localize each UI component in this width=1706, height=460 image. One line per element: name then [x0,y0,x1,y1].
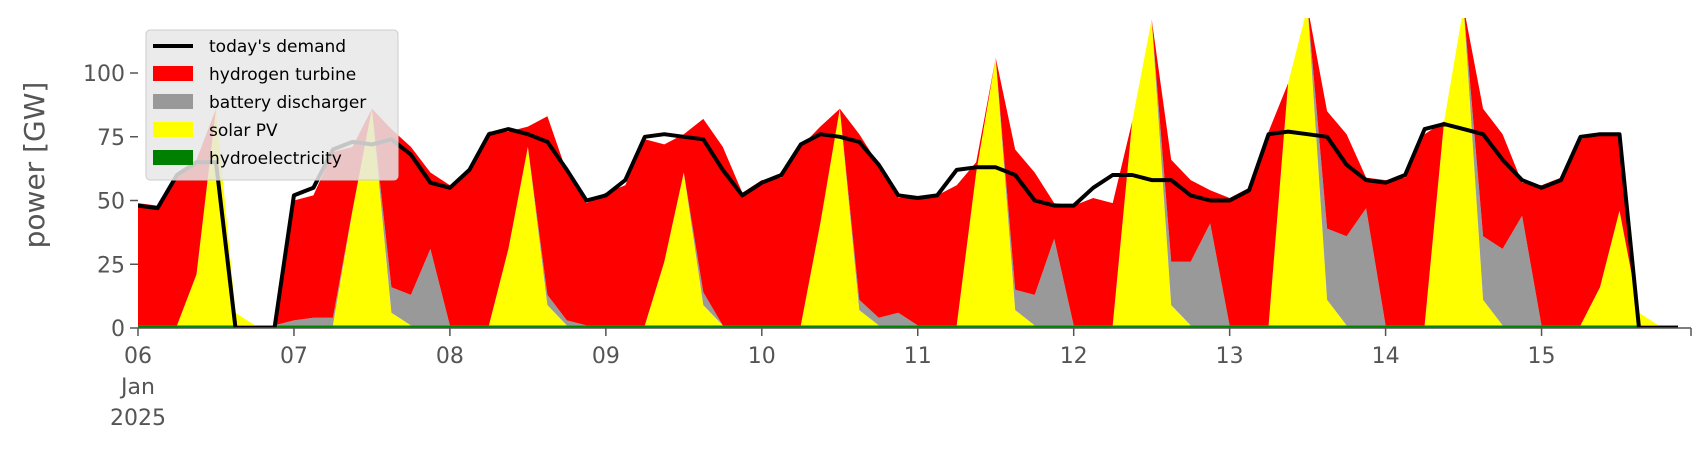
y-tick-label: 25 [97,253,125,278]
legend-swatch-battery-discharger [153,94,193,109]
x-tick-label: 12 [1060,344,1088,369]
legend-label-today-s-demand: today's demand [209,37,346,57]
x-tick-label: 13 [1216,344,1244,369]
axes: 0 25 50 75 100 06 Jan 2025 07 08 09 10 11 12 13 14 15 [83,62,1692,431]
legend-swatch-solar-pv [153,122,193,137]
legend-label-battery-discharger: battery discharger [209,93,366,113]
x-tick-label: 14 [1372,344,1400,369]
area-battery-discharger [138,18,1678,326]
legend-box [145,29,399,181]
y-axis-label: power [GW] [18,82,51,249]
x-tick-label: 11 [904,344,932,369]
x-tick-label: 06 Jan 2025 [110,344,166,431]
legend: today's demand hydrogen turbine battery di… [145,29,399,181]
x-tick-label: 08 [436,344,464,369]
area-hydrogen-turbine [138,18,1678,326]
legend-label-solar-pv: solar PV [209,121,278,141]
y-tick-label: 75 [97,126,125,151]
x-tick-label: 15 [1528,344,1556,369]
x-tick-label: 10 [748,344,776,369]
y-tick-label: 100 [83,62,125,87]
area-solar-pv [138,18,1678,326]
legend-swatch-hydrogen-turbine [153,66,193,81]
legend-label-hydrogen-turbine: hydrogen turbine [209,65,356,85]
x-tick-label: 09 [592,344,620,369]
legend-label-hydroelectricity: hydroelectricity [209,149,342,169]
x-tick-label: 07 [280,344,308,369]
y-tick-label: 0 [111,317,125,342]
y-tick-label: 50 [97,190,125,215]
legend-swatch-hydroelectricity [153,150,193,165]
